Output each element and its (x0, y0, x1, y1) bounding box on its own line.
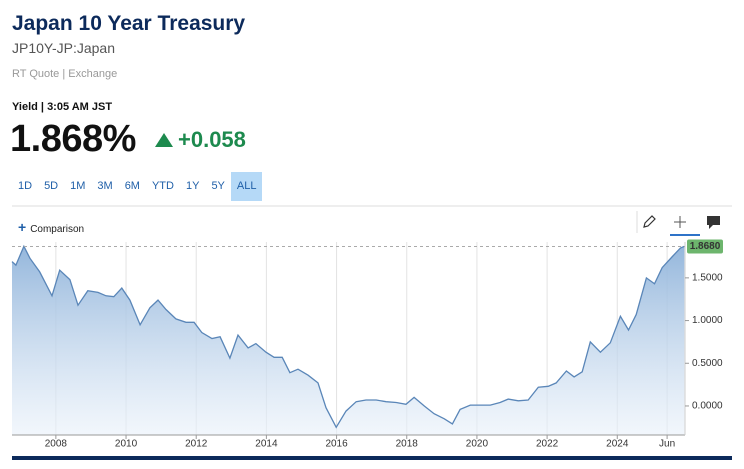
x-tick-label: 2018 (396, 439, 419, 450)
symbol: JP10Y-JP:Japan (12, 40, 115, 56)
pencil-tool[interactable] (643, 215, 656, 228)
range-buttons: 1D 5D 1M 3M 6M YTD 1Y 5Y ALL (12, 172, 263, 201)
x-tick-label: 2016 (325, 439, 348, 450)
y-tick-label: 0.5000 (692, 358, 723, 369)
y-tick-label: 1.5000 (692, 273, 723, 284)
range-button[interactable]: 3M (97, 180, 113, 192)
comment-tool[interactable] (707, 216, 720, 229)
x-tick-label: 2010 (115, 439, 138, 450)
range-button[interactable]: YTD (151, 180, 174, 192)
comparison-label: Comparison (30, 224, 85, 235)
range-button[interactable]: ALL (230, 172, 263, 201)
change: +0.058 (178, 127, 246, 152)
last-value-label: 1.8680 (690, 241, 721, 252)
x-tick-label: 2008 (45, 439, 68, 450)
active-tool-underline (670, 234, 700, 236)
last-value-box (687, 239, 723, 254)
range-button[interactable]: 6M (124, 180, 140, 192)
line (11, 244, 685, 429)
x-tick-label: 2014 (255, 439, 278, 450)
range-button[interactable]: 5Y (211, 180, 225, 192)
footer-bar (12, 456, 732, 460)
source: RT Quote | Exchange (12, 68, 118, 80)
range-button[interactable]: 1D (18, 180, 33, 192)
x-tick-label: 2012 (185, 439, 208, 450)
area-fill (12, 246, 685, 435)
range-button[interactable]: 1M (70, 180, 86, 192)
price: 1.868% (10, 118, 136, 160)
x-tick-label: 2024 (606, 439, 629, 450)
x-tick-label: 2022 (536, 439, 559, 450)
y-tick-label: 1.0000 (692, 315, 723, 326)
comparison[interactable]: + Comparison (18, 219, 85, 235)
title: Japan 10 Year Treasury (12, 12, 246, 35)
x-tick-label: 2020 (466, 439, 489, 450)
y-tick-label: 0.0000 (692, 401, 723, 412)
crosshair-tool[interactable] (674, 216, 686, 228)
range-button[interactable]: 1Y (185, 180, 200, 192)
quote-label: Yield | 3:05 AM JST (12, 101, 113, 113)
chart: 2008 2010 2012 2014 2016 2018 2020 2022 2024 Jun 1… (11, 205, 732, 450)
up-arrow (155, 133, 173, 147)
range-button[interactable]: 5D (44, 180, 59, 192)
x-tick-label: Jun (659, 439, 675, 450)
